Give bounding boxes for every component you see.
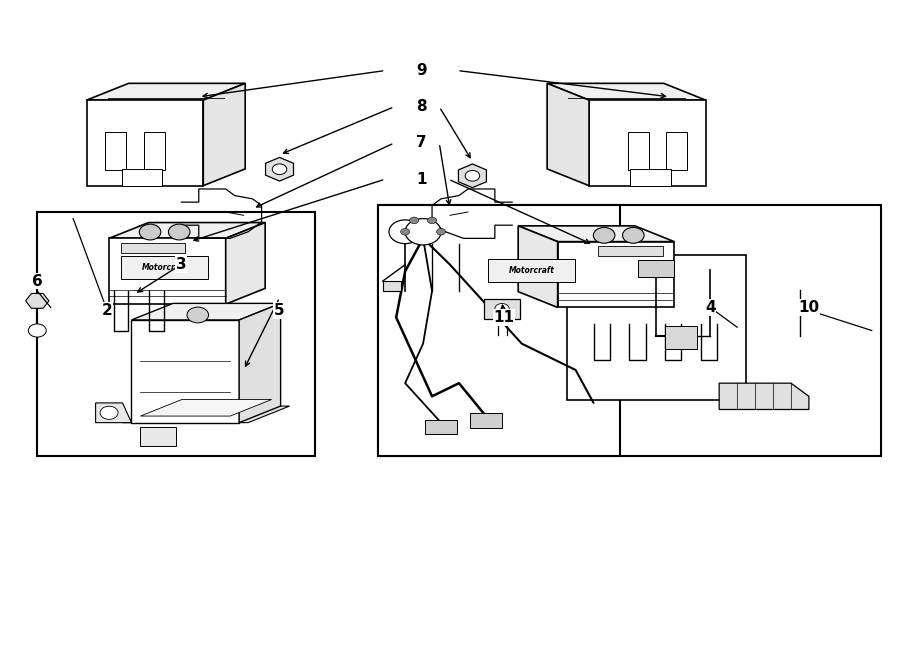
Circle shape <box>428 217 436 223</box>
Circle shape <box>140 224 161 240</box>
Polygon shape <box>719 383 809 409</box>
Bar <box>37 212 315 455</box>
Bar <box>121 243 184 253</box>
Polygon shape <box>458 164 486 188</box>
Text: 10: 10 <box>798 300 820 315</box>
Polygon shape <box>25 293 49 308</box>
Polygon shape <box>109 239 226 304</box>
Polygon shape <box>95 403 131 422</box>
Text: 3: 3 <box>176 257 186 272</box>
Circle shape <box>623 227 644 243</box>
Bar <box>630 169 670 186</box>
Polygon shape <box>518 226 558 307</box>
Bar <box>378 206 620 455</box>
Bar <box>627 132 649 171</box>
Bar <box>105 132 126 171</box>
Text: 5: 5 <box>274 303 284 318</box>
Polygon shape <box>547 83 590 186</box>
Circle shape <box>273 164 287 175</box>
Bar <box>140 427 176 446</box>
Polygon shape <box>590 100 706 186</box>
Circle shape <box>410 217 418 223</box>
Circle shape <box>405 219 441 245</box>
Polygon shape <box>131 303 281 320</box>
Polygon shape <box>382 281 400 291</box>
Bar <box>567 254 746 400</box>
Polygon shape <box>109 223 266 239</box>
Polygon shape <box>239 303 281 422</box>
Text: 7: 7 <box>416 136 427 151</box>
Circle shape <box>28 324 46 337</box>
Bar <box>470 413 502 428</box>
Polygon shape <box>122 406 290 422</box>
Bar <box>484 299 520 319</box>
Circle shape <box>593 227 615 243</box>
Text: 4: 4 <box>705 300 716 315</box>
Bar <box>638 260 674 276</box>
Circle shape <box>495 303 509 314</box>
Text: 11: 11 <box>493 310 514 325</box>
Bar <box>488 259 575 282</box>
Circle shape <box>465 171 480 181</box>
Text: 2: 2 <box>102 303 112 318</box>
Circle shape <box>100 407 118 419</box>
Bar <box>122 169 162 186</box>
Polygon shape <box>131 320 239 422</box>
Text: 8: 8 <box>416 99 427 114</box>
Circle shape <box>168 224 190 240</box>
Bar <box>666 132 687 171</box>
Polygon shape <box>203 83 245 186</box>
Circle shape <box>389 220 421 244</box>
Polygon shape <box>518 226 674 242</box>
Bar <box>598 247 662 256</box>
Circle shape <box>400 229 410 235</box>
Polygon shape <box>226 223 266 304</box>
Polygon shape <box>558 242 674 307</box>
Circle shape <box>436 229 446 235</box>
Circle shape <box>187 307 209 323</box>
Bar <box>121 256 208 279</box>
Text: Motorcraft: Motorcraft <box>508 266 554 276</box>
Polygon shape <box>86 83 245 100</box>
Polygon shape <box>86 100 203 186</box>
Text: 9: 9 <box>416 63 427 78</box>
Polygon shape <box>140 399 272 416</box>
Bar <box>425 420 457 434</box>
Polygon shape <box>266 157 293 181</box>
Bar <box>144 132 165 171</box>
Polygon shape <box>547 83 706 100</box>
Bar <box>665 326 697 349</box>
Text: 6: 6 <box>32 274 42 289</box>
Bar <box>378 206 881 455</box>
Text: Motorcraft: Motorcraft <box>141 263 187 272</box>
Text: 1: 1 <box>416 172 427 186</box>
